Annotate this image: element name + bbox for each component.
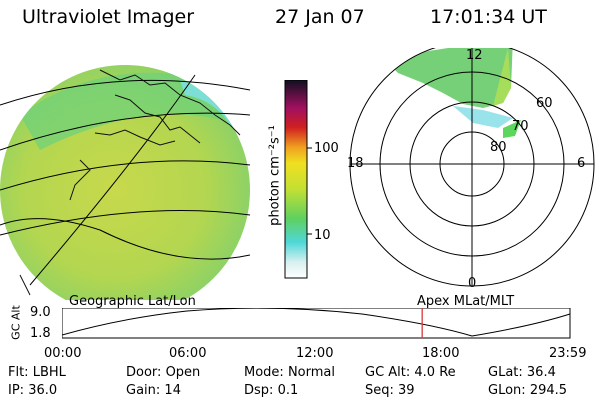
timeline-ytick-top: 9.0 xyxy=(30,305,51,320)
info-gain-val: 14 xyxy=(164,383,181,398)
apex-coords-label: Apex MLat/MLT xyxy=(417,294,515,309)
info-seq-key: Seq: xyxy=(365,383,394,398)
timeline-ytick-bottom: 1.8 xyxy=(30,326,51,341)
info-mode-val: Normal xyxy=(287,365,335,380)
date-label: 27 Jan 07 xyxy=(275,6,365,28)
info-dsp: Dsp: 0.1 xyxy=(244,383,298,398)
polar-label-12: 12 xyxy=(466,48,483,63)
info-ip-val: 36.0 xyxy=(28,383,58,398)
geo-coords-label: Geographic Lat/Lon xyxy=(69,294,196,309)
polar-label-0: 0 xyxy=(468,276,477,291)
info-gcalt-key: GC Alt: xyxy=(365,365,411,380)
info-gcalt: GC Alt: 4.0 Re xyxy=(365,365,456,380)
colorbar-tick-10: 10 xyxy=(314,228,331,243)
info-flt-val: LBHL xyxy=(32,365,66,380)
info-glon-val: 294.5 xyxy=(529,383,568,398)
info-door-val: Open xyxy=(165,365,201,380)
info-gain: Gain: 14 xyxy=(126,383,181,398)
info-glat-val: 36.4 xyxy=(526,365,556,380)
timeline-xtick-0000: 00:00 xyxy=(44,346,82,361)
timeline-axis-title: GC Alt xyxy=(9,305,23,340)
info-seq: Seq: 39 xyxy=(365,383,415,398)
polar-label-18: 18 xyxy=(347,156,364,171)
info-dsp-key: Dsp: xyxy=(244,383,274,398)
info-glon-key: GLon: xyxy=(488,383,526,398)
polar-lat-60: 60 xyxy=(536,96,553,111)
info-glon: GLon: 294.5 xyxy=(488,383,567,398)
info-flt: Flt: LBHL xyxy=(8,365,66,380)
info-ip-key: IP: xyxy=(8,383,25,398)
instrument-title: Ultraviolet Imager xyxy=(22,6,195,28)
info-flt-key: Flt: xyxy=(8,365,29,380)
timeline-xtick-2359: 23:59 xyxy=(549,346,587,361)
info-mode-key: Mode: xyxy=(244,365,284,380)
info-door-key: Door: xyxy=(126,365,162,380)
info-seq-val: 39 xyxy=(398,383,415,398)
time-label: 17:01:34 UT xyxy=(430,6,547,28)
info-dsp-val: 0.1 xyxy=(277,383,299,398)
info-glat-key: GLat: xyxy=(488,365,523,380)
timeline-plot xyxy=(62,308,571,339)
polar-plot xyxy=(349,48,595,287)
info-gain-key: Gain: xyxy=(126,383,161,398)
info-glat: GLat: 36.4 xyxy=(488,365,556,380)
timeline-xtick-0600: 06:00 xyxy=(169,346,207,361)
info-door: Door: Open xyxy=(126,365,200,380)
info-mode: Mode: Normal xyxy=(244,365,335,380)
colorbar xyxy=(284,80,312,279)
timeline-xtick-1800: 18:00 xyxy=(422,346,460,361)
polar-lat-70: 70 xyxy=(512,119,529,134)
globe-image xyxy=(0,65,251,300)
colorbar-unit-label: photon cm⁻²s⁻¹ xyxy=(267,125,283,226)
timeline-xtick-1200: 12:00 xyxy=(296,346,334,361)
polar-lat-80: 80 xyxy=(490,140,507,155)
info-ip: IP: 36.0 xyxy=(8,383,57,398)
info-gcalt-val: 4.0 Re xyxy=(414,365,456,380)
polar-label-6: 6 xyxy=(577,156,586,171)
colorbar-tick-100: 100 xyxy=(314,141,339,156)
